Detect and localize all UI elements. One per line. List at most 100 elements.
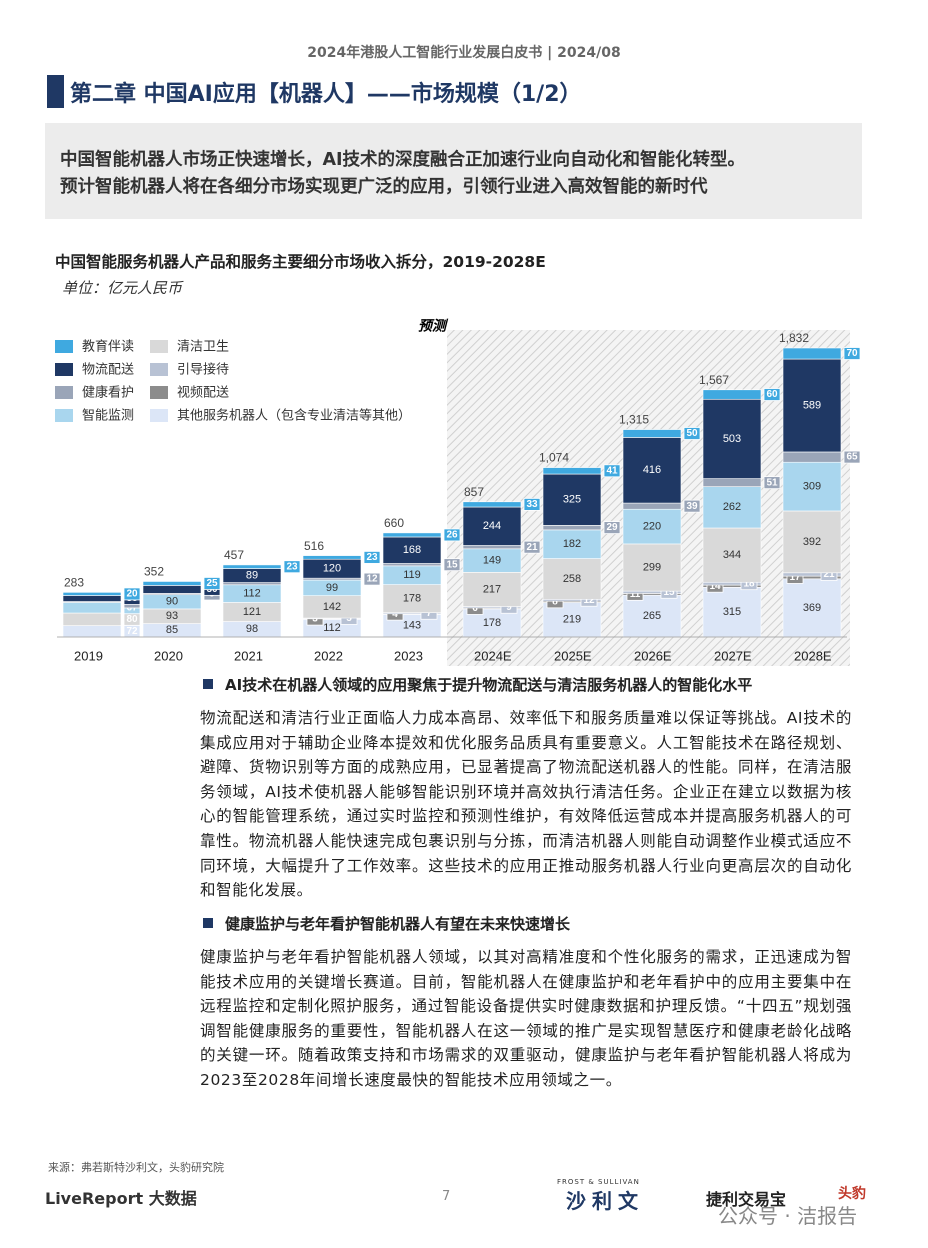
data-label: 21: [526, 542, 538, 553]
label-box: [203, 577, 221, 590]
data-label: 20: [126, 589, 138, 600]
data-label: 12: [583, 595, 595, 606]
legend-label: 视频配送: [177, 384, 229, 399]
data-label: 244: [483, 520, 501, 532]
chart-title: 中国智能服务机器人产品和服务主要细分市场收入拆分，2019-2028E: [55, 253, 546, 271]
bar-segment: [782, 358, 842, 453]
legend-label: 其他服务机器人（包含专业清洁等其他）: [177, 407, 411, 422]
label-box: [283, 560, 301, 574]
data-label: 25: [206, 578, 218, 589]
bar-segment: [782, 578, 842, 638]
bar-segment: [142, 585, 202, 594]
legend-label: 健康看护: [82, 384, 134, 399]
data-label: 416: [643, 464, 661, 476]
label-box: [363, 572, 381, 586]
bar-segment: [542, 525, 602, 531]
label-box: [763, 476, 781, 490]
total-label: 660: [384, 516, 404, 530]
label-box: [123, 587, 141, 601]
data-label: 3: [312, 614, 318, 625]
data-label: 315: [723, 606, 741, 618]
x-tick-label: 2024E: [474, 648, 512, 663]
data-label: 392: [803, 536, 821, 548]
bar-segment: [302, 555, 362, 560]
legend-swatch: [55, 409, 73, 422]
bar-segment: [542, 467, 602, 475]
label-box: [683, 499, 701, 513]
legend-swatch: [150, 409, 168, 422]
data-label: 589: [803, 399, 821, 411]
total-label: 1,315: [619, 413, 649, 427]
bar-segment: [622, 429, 682, 438]
data-label: 39: [686, 501, 698, 512]
data-label: 7: [426, 608, 432, 619]
data-label: 18: [743, 578, 755, 589]
data-label: 17: [789, 572, 801, 583]
x-tick-label: 2021: [234, 648, 263, 663]
data-label: 217: [483, 583, 501, 595]
legend-label: 引导接待: [177, 361, 229, 376]
total-label: 457: [224, 548, 244, 562]
bar-segment: [782, 510, 842, 574]
bar-segment: [382, 536, 442, 564]
data-label: 344: [723, 549, 741, 561]
bar-segment: [62, 612, 122, 626]
data-label: 23: [286, 561, 298, 572]
data-label: 8: [552, 596, 558, 607]
data-label: 182: [563, 538, 581, 550]
data-label: 72: [126, 626, 138, 637]
bar-segment: [622, 594, 682, 638]
bar-segment: [542, 473, 602, 526]
bar-segment: [462, 572, 522, 607]
legend-label: 清洁卫生: [177, 338, 229, 353]
bar-segment: [782, 451, 842, 463]
bar-segment: [702, 478, 762, 487]
data-label: 89: [246, 569, 258, 581]
forecast-label: 预测: [418, 318, 449, 334]
legend-swatch: [55, 340, 73, 353]
bar-segment: [62, 602, 122, 614]
data-label: 220: [643, 520, 661, 532]
watermark: 公众号 · 洁报告: [718, 1204, 858, 1228]
data-label: 265: [643, 610, 661, 622]
data-label: 29: [606, 522, 618, 533]
data-label: 60: [766, 389, 778, 400]
bar-segment: [702, 587, 762, 638]
data-label: 142: [323, 601, 341, 613]
data-label: 41: [606, 465, 618, 476]
data-label: 299: [643, 561, 661, 573]
bar-segment: [622, 508, 682, 545]
bar-segment: [62, 592, 122, 596]
data-label: 112: [243, 588, 261, 600]
bar-segment: [222, 564, 282, 569]
summary-line: 预计智能机器人将在各细分市场实现更广泛的应用，引领行业进入高效智能的新时代: [60, 177, 708, 197]
data-label: 120: [323, 563, 341, 575]
bar-segment: [702, 527, 762, 583]
legend-label: 智能监测: [82, 407, 134, 422]
paragraph: 健康监护与老年看护智能机器人领域，以其对高精准度和个性化服务的需求，正迅速成为智…: [200, 948, 852, 1089]
data-label: 33: [526, 499, 538, 510]
data-label: 11: [630, 589, 641, 600]
data-label: 168: [403, 544, 421, 556]
label-box: [523, 540, 541, 554]
legend-swatch: [55, 386, 73, 399]
data-label: 121: [243, 606, 261, 618]
source: 来源：弗若斯特沙利文，头豹研究院: [48, 1161, 224, 1174]
bar-segment: [382, 532, 442, 538]
data-label: 258: [563, 573, 581, 585]
logo-sullivan: 沙利文: [566, 1189, 644, 1213]
legend-swatch: [150, 340, 168, 353]
data-label: 80: [126, 614, 138, 625]
x-tick-label: 2026E: [634, 648, 672, 663]
data-label: 309: [803, 480, 821, 492]
x-tick-label: 2019: [74, 648, 103, 663]
data-label: 503: [723, 433, 741, 445]
section-heading: AI技术在机器人领域的应用聚焦于提升物流配送与清洁服务机器人的智能化水平: [203, 674, 752, 695]
logo-toubao: 头豹: [838, 1186, 866, 1202]
label-box: [843, 347, 861, 360]
data-label: 6: [472, 603, 478, 614]
label-box: [603, 464, 621, 478]
bar-segment: [462, 501, 522, 508]
data-label: 119: [403, 569, 421, 581]
